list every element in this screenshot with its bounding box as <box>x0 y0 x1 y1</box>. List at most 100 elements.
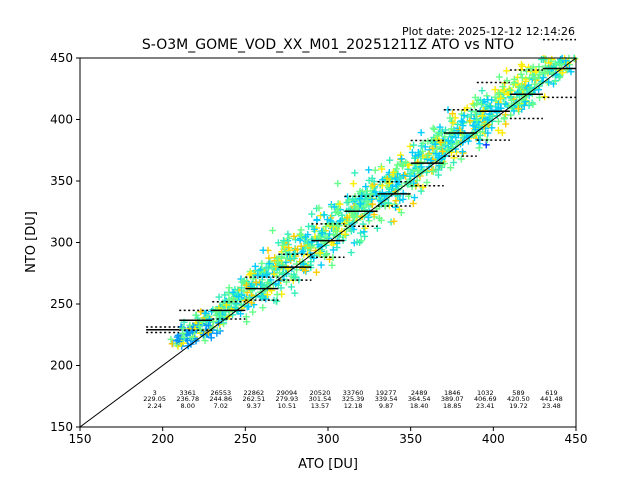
scatter-marker <box>259 304 267 312</box>
scatter-marker <box>378 165 386 173</box>
x-axis-label: ATO [DU] <box>298 457 358 472</box>
scatter-marker <box>180 334 188 342</box>
scatter-marker <box>389 168 397 176</box>
x-tick-label: 400 <box>482 432 505 446</box>
scatter-marker <box>282 254 290 262</box>
scatter-marker <box>482 120 490 128</box>
scatter-marker <box>378 189 386 197</box>
scatter-marker <box>506 86 514 94</box>
bin-std: 18.85 <box>443 402 462 410</box>
bin-mean: 236.78 <box>176 395 199 403</box>
bin-mean: 364.54 <box>408 395 431 403</box>
scatter-marker <box>421 143 429 151</box>
scatter-marker <box>363 201 371 209</box>
scatter-marker <box>250 284 258 292</box>
scatter-marker <box>495 89 503 97</box>
scatter-marker <box>503 67 511 75</box>
scatter-marker <box>282 278 290 286</box>
scatter-marker <box>377 216 385 224</box>
scatter-marker <box>285 234 293 242</box>
scatter-marker <box>528 99 536 107</box>
bin-mean: 262.51 <box>242 395 265 403</box>
scatter-marker <box>330 203 338 211</box>
y-tick-label: 450 <box>50 51 73 65</box>
scatter-marker <box>551 77 559 85</box>
scatter-marker <box>507 111 515 119</box>
scatter-marker <box>450 159 458 167</box>
scatter-marker <box>262 295 270 303</box>
scatter-marker <box>488 117 496 125</box>
scatter-marker <box>364 197 372 205</box>
bin-std: 9.37 <box>247 402 261 410</box>
scatter-marker <box>318 229 326 237</box>
scatter-marker <box>269 227 277 235</box>
scatter-marker <box>186 321 194 329</box>
bin-count: 3361 <box>179 389 196 397</box>
scatter-marker <box>361 195 369 203</box>
scatter-marker <box>434 153 442 161</box>
scatter-marker <box>537 79 545 87</box>
scatter-marker <box>264 264 272 272</box>
scatter-marker <box>305 222 313 230</box>
bin-count: 19277 <box>376 389 397 397</box>
scatter-marker <box>329 246 337 254</box>
bin-std: 13.57 <box>311 402 330 410</box>
scatter-marker <box>446 114 454 122</box>
scatter-marker <box>363 187 371 195</box>
scatter-marker <box>419 183 427 191</box>
bin-std: 8.00 <box>180 402 194 410</box>
scatter-marker <box>478 87 486 95</box>
bin-count: 2489 <box>411 389 428 397</box>
scatter-marker <box>401 171 409 179</box>
scatter-marker <box>431 140 439 148</box>
scatter-marker <box>447 164 455 172</box>
scatter-marker <box>437 129 445 137</box>
scatter-marker <box>386 156 394 164</box>
scatter-marker <box>225 284 233 292</box>
scatter-marker <box>385 179 393 187</box>
scatter-marker <box>492 106 500 114</box>
scatter-marker <box>260 281 268 289</box>
scatter-marker <box>331 227 339 235</box>
scatter-marker <box>476 123 484 131</box>
scatter-marker <box>460 112 468 120</box>
scatter-marker <box>222 301 230 309</box>
scatter-marker <box>242 281 250 289</box>
scatter-marker <box>304 239 312 247</box>
scatter-marker <box>484 129 492 137</box>
bin-mean: 339.54 <box>375 395 398 403</box>
one-to-one-line <box>79 57 577 428</box>
scatter-marker <box>228 294 236 302</box>
bin-count: 3 <box>153 389 157 397</box>
scatter-marker <box>472 126 480 134</box>
scatter-marker <box>204 328 212 336</box>
scatter-marker <box>567 68 575 76</box>
scatter-marker <box>458 148 466 156</box>
scatter-marker <box>215 319 223 327</box>
scatter-marker <box>315 204 323 212</box>
scatter-marker <box>457 155 465 163</box>
scatter-marker <box>436 123 444 131</box>
scatter-marker <box>343 214 351 222</box>
scatter-marker <box>459 118 467 126</box>
scatter-marker <box>467 107 475 115</box>
scatter-marker <box>477 101 485 109</box>
scatter-marker <box>423 168 431 176</box>
scatter-marker <box>196 325 204 333</box>
bin-mean: 229.05 <box>143 395 166 403</box>
scatter-marker <box>497 94 505 102</box>
scatter-marker <box>538 55 546 63</box>
y-tick-label: 250 <box>50 297 73 311</box>
scatter-marker <box>473 116 481 124</box>
scatter-marker <box>334 222 342 230</box>
scatter-marker <box>229 288 237 296</box>
scatter-marker <box>357 213 365 221</box>
bin-mean: 301.54 <box>309 395 332 403</box>
scatter-marker <box>302 233 310 241</box>
scatter-marker <box>243 318 251 326</box>
scatter-marker <box>205 322 213 330</box>
